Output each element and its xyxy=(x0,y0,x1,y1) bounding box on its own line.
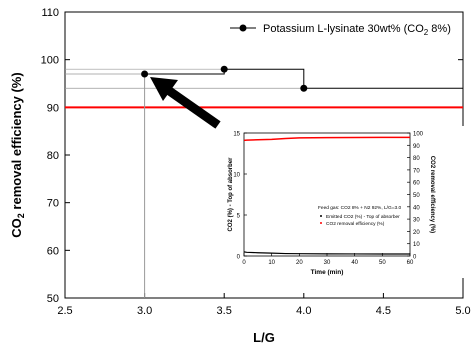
inset-y-right-tick-label: 60 xyxy=(413,181,420,187)
inset-y-right-tick-label: 80 xyxy=(413,156,420,162)
x-tick-label: 3.5 xyxy=(217,305,232,317)
inset-y-left-tick-label: 15 xyxy=(233,132,240,138)
inset-y-right-tick-label: 70 xyxy=(413,168,420,174)
data-point xyxy=(300,84,308,92)
inset-y-right-tick-label: 100 xyxy=(413,132,424,138)
x-tick-label: 2.5 xyxy=(57,305,72,317)
inset-y-right-tick-label: 10 xyxy=(413,242,420,248)
inset-series-line xyxy=(243,136,410,142)
data-point xyxy=(220,65,228,73)
x-tick-label: 3.0 xyxy=(137,305,152,317)
inset-series-line xyxy=(243,251,410,255)
inset-legend-marker xyxy=(320,222,322,224)
inset-y-right-tick-label: 40 xyxy=(413,205,420,211)
inset-x-tick-label: 30 xyxy=(324,260,331,266)
y-tick-label: 90 xyxy=(47,102,59,114)
inset-x-tick-label: 20 xyxy=(296,260,303,266)
inset-y-left-tick-label: 5 xyxy=(237,214,241,220)
x-axis-title: L/G xyxy=(253,330,275,345)
inset-y-right-tick-label: 50 xyxy=(413,193,420,199)
x-tick-label: 5.0 xyxy=(455,305,470,317)
inset-y-right-axis-title: CO2 removal efficiency (%) xyxy=(429,156,435,233)
inset-legend-label: CO2 removal efficiency (%) xyxy=(326,221,385,227)
legend-label: Potassium L-lysinate 30wt% (CO2 8%) xyxy=(263,23,451,37)
inset-legend-label: Emitted CO2 (%) - Top of absorber xyxy=(326,214,400,220)
inset-y-right-tick-label: 20 xyxy=(413,230,420,236)
inset-x-tick-label: 50 xyxy=(379,260,386,266)
inset-annotation: Feed gas: CO2 8% + N2 92%, L/G=3.0 xyxy=(318,205,402,211)
inset-x-tick-label: 60 xyxy=(407,260,414,266)
x-tick-label: 4.5 xyxy=(376,305,391,317)
y-tick-label: 100 xyxy=(41,55,59,67)
callout-arrow-head xyxy=(150,77,178,101)
inset-y-left-tick-label: 10 xyxy=(233,173,240,179)
inset-y-right-tick-label: 30 xyxy=(413,218,420,224)
inset-x-tick-label: 0 xyxy=(242,260,246,266)
y-tick-label: 80 xyxy=(47,150,59,162)
y-tick-label: 110 xyxy=(41,7,59,19)
inset-y-right-tick-label: 0 xyxy=(413,255,417,261)
y-axis-title: CO2 removal efficiency (%) xyxy=(9,72,26,237)
callout-arrow-shaft xyxy=(165,86,221,129)
x-tick-label: 4.0 xyxy=(296,305,311,317)
series-line xyxy=(144,68,463,89)
inset-x-tick-label: 40 xyxy=(351,260,358,266)
y-tick-label: 70 xyxy=(47,198,59,210)
data-point xyxy=(141,70,149,78)
y-tick-label: 60 xyxy=(47,245,59,257)
inset-y-right-tick-label: 90 xyxy=(413,144,420,150)
inset-y-left-tick-label: 0 xyxy=(237,255,241,261)
inset-x-tick-label: 10 xyxy=(268,260,275,266)
legend-marker xyxy=(239,24,247,32)
inset-x-axis-title: Time (min) xyxy=(311,269,344,276)
inset-y-left-axis-title: CO2 (%) - Top of absorber xyxy=(228,157,234,232)
inset-legend-marker xyxy=(320,215,322,217)
y-tick-label: 50 xyxy=(47,293,59,305)
